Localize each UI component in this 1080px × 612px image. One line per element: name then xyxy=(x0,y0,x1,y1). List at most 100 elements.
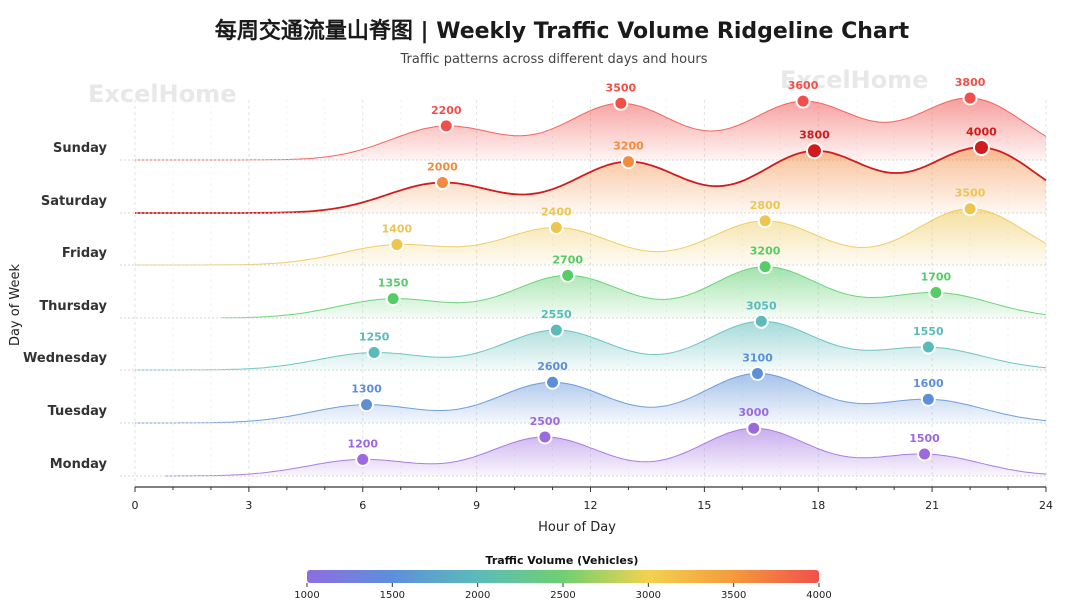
peak-label-friday-2: 2400 xyxy=(541,205,572,218)
x-axis-title: Hour of Day xyxy=(538,520,616,535)
peak-marker-friday-4 xyxy=(962,201,978,217)
peak-label-saturday-3: 3800 xyxy=(799,129,830,142)
ridge-line-sunday xyxy=(135,97,1047,161)
peak-label-thursday-2: 2700 xyxy=(552,253,583,266)
peak-label-friday-1: 1400 xyxy=(382,223,413,236)
peak-marker-monday-1 xyxy=(355,451,371,467)
ridge-line-friday xyxy=(135,208,1047,266)
watermark-right: ExcelHome xyxy=(780,66,928,94)
ridge-monday: Monday 1200 2500 3000 1500 xyxy=(50,406,1047,477)
ridge-area-wednesday xyxy=(135,321,1046,370)
peak-marker-thursday-4 xyxy=(928,284,944,300)
ridge-line-thursday xyxy=(222,266,1047,319)
day-label-friday: Friday xyxy=(62,246,108,261)
colorbar-tick-label-2500: 2500 xyxy=(550,590,575,601)
peak-label-sunday-2: 3500 xyxy=(606,81,637,94)
peak-marker-thursday-3 xyxy=(757,259,773,275)
x-tick-label-12: 12 xyxy=(584,499,598,512)
peak-marker-tuesday-2 xyxy=(545,374,561,390)
peak-marker-thursday-2 xyxy=(560,267,576,283)
day-label-monday: Monday xyxy=(50,457,108,472)
peak-label-sunday-4: 3800 xyxy=(955,76,986,89)
peak-marker-friday-3 xyxy=(757,213,773,229)
peak-label-tuesday-1: 1300 xyxy=(351,383,382,396)
peak-marker-sunday-2 xyxy=(613,95,629,111)
x-tick-label-6: 6 xyxy=(359,499,366,512)
peak-marker-sunday-1 xyxy=(438,118,454,134)
peak-label-sunday-3: 3600 xyxy=(788,79,819,92)
ridge-area-thursday xyxy=(222,266,1047,318)
day-label-thursday: Thursday xyxy=(39,299,107,314)
ridge-line-tuesday xyxy=(135,372,1047,424)
peak-marker-monday-4 xyxy=(917,446,933,462)
watermark-left: ExcelHome xyxy=(88,80,236,108)
day-label-tuesday: Tuesday xyxy=(48,404,108,419)
ridge-area-tuesday xyxy=(135,373,1046,423)
ridge-friday: Friday 1400 2400 2800 3500 xyxy=(62,187,1047,266)
colorbar-tick-label-2000: 2000 xyxy=(465,590,490,601)
colorbar-gradient xyxy=(307,570,819,583)
peak-label-saturday-4: 4000 xyxy=(966,125,997,138)
ridge-wednesday: Wednesday 1250 2550 3050 1550 xyxy=(23,299,1047,371)
peak-label-thursday-3: 3200 xyxy=(750,245,781,258)
colorbar: Traffic Volume (Vehicles) 1000 1500 2000 25… xyxy=(294,554,831,601)
peak-label-wednesday-1: 1250 xyxy=(359,331,390,344)
x-axis: 0 3 6 9 12 15 18 21 24 xyxy=(132,486,1053,512)
x-tick-label-15: 15 xyxy=(697,499,711,512)
peak-label-thursday-1: 1350 xyxy=(378,277,409,290)
colorbar-tick-label-3000: 3000 xyxy=(636,590,661,601)
peak-label-monday-3: 3000 xyxy=(738,406,769,419)
x-tick-label-21: 21 xyxy=(925,499,939,512)
ridge-area-friday xyxy=(135,208,1046,265)
y-axis-title: Day of Week xyxy=(8,263,23,346)
ridge-line-wednesday xyxy=(135,320,1047,371)
day-label-sunday: Sunday xyxy=(53,141,108,156)
x-tick-label-24: 24 xyxy=(1039,499,1053,512)
ridge-thursday: Thursday 1350 2700 3200 1700 xyxy=(39,245,1047,319)
peak-label-tuesday-2: 2600 xyxy=(537,360,568,373)
x-tick-label-9: 9 xyxy=(473,499,480,512)
peak-marker-tuesday-4 xyxy=(920,391,936,407)
peak-marker-tuesday-1 xyxy=(359,397,375,413)
peak-label-friday-3: 2800 xyxy=(750,199,781,212)
peak-label-wednesday-4: 1550 xyxy=(913,325,944,338)
day-label-saturday: Saturday xyxy=(41,194,108,209)
day-label-wednesday: Wednesday xyxy=(23,351,107,366)
peak-marker-wednesday-1 xyxy=(366,345,382,361)
peak-marker-monday-2 xyxy=(537,429,553,445)
ridge-saturday: Saturday 2000 3200 3800 4000 xyxy=(41,125,1047,214)
peak-marker-saturday-2 xyxy=(620,154,636,170)
peak-marker-tuesday-3 xyxy=(750,365,766,381)
colorbar-tick-label-4000: 4000 xyxy=(806,590,831,601)
colorbar-tick-label-1000: 1000 xyxy=(294,590,319,601)
peak-marker-wednesday-2 xyxy=(548,322,564,338)
peak-label-wednesday-2: 2550 xyxy=(541,308,572,321)
peak-label-sunday-1: 2200 xyxy=(431,104,462,117)
peak-label-monday-1: 1200 xyxy=(347,437,378,450)
ridge-area-saturday xyxy=(135,147,1046,213)
peak-marker-wednesday-4 xyxy=(920,339,936,355)
x-tick-label-18: 18 xyxy=(811,499,825,512)
colorbar-tick-label-1500: 1500 xyxy=(380,590,405,601)
peak-label-wednesday-3: 3050 xyxy=(746,299,777,312)
peak-marker-sunday-4 xyxy=(962,90,978,106)
peak-marker-friday-2 xyxy=(548,219,564,235)
peak-marker-monday-3 xyxy=(746,420,762,436)
ridge-tuesday: Tuesday 1300 2600 3100 1600 xyxy=(48,351,1047,424)
peak-label-friday-4: 3500 xyxy=(955,187,986,200)
ridge-area-monday xyxy=(165,428,1046,476)
peak-label-monday-4: 1500 xyxy=(909,432,940,445)
peak-marker-saturday-3 xyxy=(805,142,823,160)
ridges: Sunday 2200 3500 3600 3800 Saturday 2000 3200 38… xyxy=(23,76,1047,477)
ridge-line-monday xyxy=(165,427,1047,477)
ridge-line-saturday xyxy=(135,146,1047,214)
chart-subtitle: Traffic patterns across different days a… xyxy=(400,52,708,67)
x-tick-label-3: 3 xyxy=(245,499,252,512)
peak-label-tuesday-4: 1600 xyxy=(913,377,944,390)
peak-marker-thursday-1 xyxy=(385,291,401,307)
peak-label-saturday-2: 3200 xyxy=(613,140,644,153)
colorbar-title: Traffic Volume (Vehicles) xyxy=(486,554,639,567)
x-tick-label-0: 0 xyxy=(132,499,139,512)
